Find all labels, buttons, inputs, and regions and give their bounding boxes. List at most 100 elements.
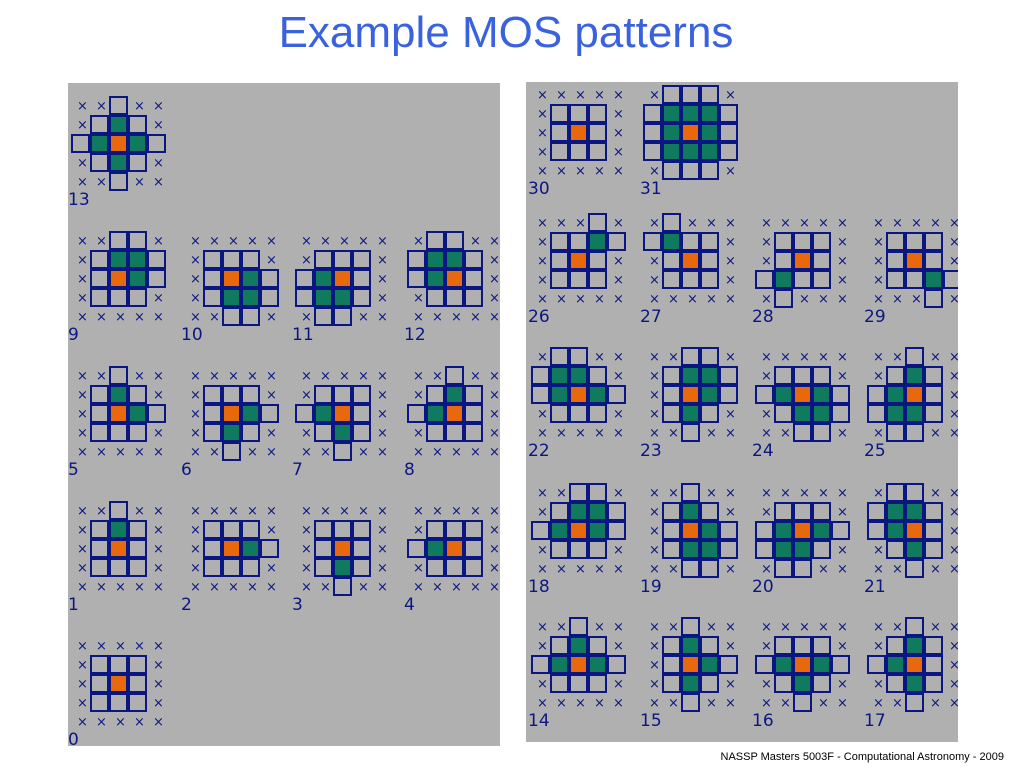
unchecked-x-mark: × — [537, 350, 548, 365]
empty-cell — [203, 558, 222, 577]
included-cell — [241, 404, 260, 423]
unchecked-x-mark: × — [725, 620, 736, 635]
empty-cell — [90, 674, 109, 693]
unchecked-x-mark: × — [780, 216, 791, 231]
unchecked-x-mark: × — [837, 696, 848, 711]
included-cell — [588, 521, 607, 540]
included-cell — [774, 385, 793, 404]
unchecked-x-mark: × — [489, 580, 500, 595]
pattern-30: × × × × ×× ×× ×× ×× × × × ×30 — [528, 88, 624, 199]
unchecked-x-mark: × — [377, 407, 388, 422]
empty-cell — [333, 577, 352, 596]
empty-cell — [531, 521, 550, 540]
included-cell — [812, 385, 831, 404]
unchecked-x-mark: × — [266, 561, 277, 576]
empty-cell — [588, 366, 607, 385]
included-cell — [569, 636, 588, 655]
pattern-number: 15 — [640, 711, 662, 731]
unchecked-x-mark: × — [725, 639, 736, 654]
unchecked-x-mark: × — [613, 145, 624, 160]
unchecked-x-mark: × — [761, 505, 772, 520]
unchecked-x-mark: × — [761, 696, 772, 711]
unchecked-x-mark: × — [649, 562, 660, 577]
unchecked-x-mark: × — [77, 715, 88, 730]
pattern-number: 8 — [404, 460, 415, 480]
unchecked-x-mark: × — [77, 291, 88, 306]
unchecked-x-mark: × — [134, 445, 145, 460]
unchecked-x-mark: × — [706, 486, 717, 501]
empty-cell — [90, 153, 109, 172]
unchecked-x-mark: × — [649, 254, 660, 269]
unchecked-x-mark: × — [649, 677, 660, 692]
empty-cell — [147, 134, 166, 153]
unchecked-x-mark: × — [668, 620, 679, 635]
empty-cell — [774, 559, 793, 578]
empty-cell — [719, 655, 738, 674]
unchecked-x-mark: × — [153, 369, 164, 384]
unchecked-x-mark: × — [837, 273, 848, 288]
unchecked-x-mark: × — [818, 350, 829, 365]
empty-cell — [314, 307, 333, 326]
empty-cell — [607, 232, 626, 251]
unchecked-x-mark: × — [77, 696, 88, 711]
pattern-number: 31 — [640, 179, 662, 199]
empty-cell — [90, 115, 109, 134]
unchecked-x-mark: × — [432, 310, 443, 325]
unchecked-x-mark: × — [190, 561, 201, 576]
unchecked-x-mark: × — [115, 445, 126, 460]
unchecked-x-mark: × — [575, 292, 586, 307]
pattern-number: 30 — [528, 179, 550, 199]
right-pattern-canvas: × × × ×× ×× ×× × × × ×14× × × ×× ××× ×× × × ×15× × × × ×× ×× ××… — [528, 85, 958, 731]
empty-cell — [203, 250, 222, 269]
unchecked-x-mark: × — [358, 445, 369, 460]
pattern-number: 17 — [864, 711, 886, 731]
included-cell — [426, 250, 445, 269]
empty-cell — [719, 123, 738, 142]
unchecked-x-mark: × — [837, 620, 848, 635]
unchecked-x-mark: × — [537, 88, 548, 103]
unchecked-x-mark: × — [537, 486, 548, 501]
unchecked-x-mark: × — [153, 99, 164, 114]
empty-cell — [90, 385, 109, 404]
pattern-number: 3 — [292, 595, 303, 615]
pattern-27: × × × ××× ×× ×× × × × ×27 — [640, 213, 736, 327]
unchecked-x-mark: × — [301, 523, 312, 538]
unchecked-x-mark: × — [413, 291, 424, 306]
unchecked-x-mark: × — [228, 234, 239, 249]
unchecked-x-mark: × — [911, 292, 922, 307]
empty-cell — [550, 540, 569, 559]
unchecked-x-mark: × — [873, 216, 884, 231]
included-cell — [109, 115, 128, 134]
pattern-number: 19 — [640, 577, 662, 597]
included-cell — [241, 539, 260, 558]
unchecked-x-mark: × — [949, 369, 958, 384]
unchecked-x-mark: × — [837, 505, 848, 520]
unchecked-x-mark: × — [320, 445, 331, 460]
unchecked-x-mark: × — [556, 88, 567, 103]
unchecked-x-mark: × — [949, 486, 958, 501]
unchecked-x-mark: × — [649, 407, 660, 422]
unchecked-x-mark: × — [413, 561, 424, 576]
empty-cell — [867, 404, 886, 423]
empty-cell — [681, 483, 700, 502]
unchecked-x-mark: × — [358, 369, 369, 384]
unchecked-x-mark: × — [377, 561, 388, 576]
empty-cell — [662, 85, 681, 104]
included-cell — [314, 288, 333, 307]
unchecked-x-mark: × — [377, 523, 388, 538]
unchecked-x-mark: × — [556, 562, 567, 577]
unchecked-x-mark: × — [377, 369, 388, 384]
pattern-number: 28 — [752, 307, 774, 327]
unchecked-x-mark: × — [301, 504, 312, 519]
pattern-number: 2 — [181, 595, 192, 615]
empty-cell — [905, 617, 924, 636]
unchecked-x-mark: × — [134, 310, 145, 325]
empty-cell — [464, 520, 483, 539]
empty-cell — [333, 385, 352, 404]
unchecked-x-mark: × — [190, 234, 201, 249]
empty-cell — [241, 385, 260, 404]
included-cell — [109, 153, 128, 172]
pattern-0: × × × × ×× ×× ×× ×× × × × ×0 — [68, 639, 164, 746]
included-cell — [588, 502, 607, 521]
included-cell — [426, 269, 445, 288]
